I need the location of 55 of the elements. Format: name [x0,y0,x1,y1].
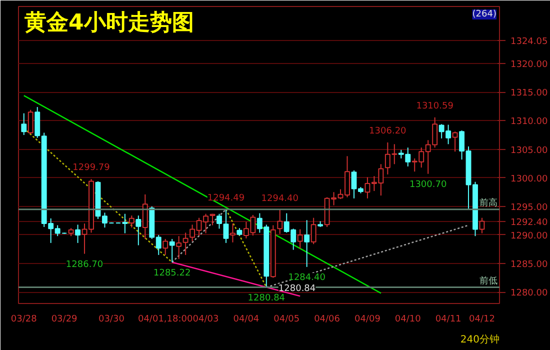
annotation: 1280.84 [278,284,316,294]
ref-line-label: 前高 [480,197,498,208]
candlestick [162,238,168,256]
x-tick-label: 03/29 [51,314,78,324]
candlestick [310,217,316,245]
x-tick-label: 04/06 [314,314,340,324]
x-tick-label: 03/28 [10,314,38,324]
x-tick-label: 04/03 [192,314,219,324]
x-tick-label: 03/30 [98,314,125,324]
candlestick [479,217,485,234]
candlestick [28,109,34,134]
candlestick [169,238,175,263]
y-tick-label: 1315.00 [510,88,548,99]
candlestick [452,131,458,152]
annotation: 1285.22 [153,268,191,278]
chart-title: 黄金4小时走势图 [24,10,194,36]
candlestick [34,106,40,138]
x-tick-label: 04/11 [435,314,462,324]
candlestick [230,223,236,243]
annotation: 1294.40 [261,194,299,204]
annotation: 1294.49 [207,193,245,204]
annotation: 1286.70 [66,260,104,270]
y-tick-label: 1310.00 [510,117,548,128]
y-tick-label: 1300.00 [510,174,548,184]
x-tick-label: 04/09 [354,314,381,324]
annotation: 1299.79 [72,163,110,174]
x-tick-label: 04/04 [233,314,260,324]
candlestick [304,220,310,268]
y-tick-label: 1305.00 [510,146,548,156]
candlestick [136,215,142,246]
y-tick-label: 1295.00 [510,202,548,213]
y-tick-label: 1292.40 [510,218,548,228]
x-tick-label: 04/10 [394,314,422,324]
candlestick [142,194,148,240]
annotation: 1280.84 [248,293,286,304]
y-tick-label: 1320.00 [510,60,548,70]
ref-line-label: 前低 [480,275,498,286]
annotation: 1284.40 [288,272,326,283]
candlestick [75,224,81,244]
annotation: 1310.59 [416,101,454,112]
candlestick [21,112,27,136]
x-tick-label: 04/12 [469,314,495,324]
text: 240分钟 [460,334,500,346]
annotation: (264) [472,10,496,20]
candlestick [128,215,134,228]
annotation: 1300.70 [409,180,447,190]
annotation: 1306.20 [369,126,407,136]
x-tick-label: 04/01,18:00 [138,314,193,324]
y-tick-label: 1290.00 [510,231,548,242]
x-tick-label: 04/05 [274,314,300,324]
candlestick [277,209,283,234]
y-tick-label: 1280.00 [510,288,548,299]
candlestick [297,228,303,250]
y-tick-label: 1324.05 [510,36,548,47]
y-tick-label: 1285.00 [510,260,548,270]
